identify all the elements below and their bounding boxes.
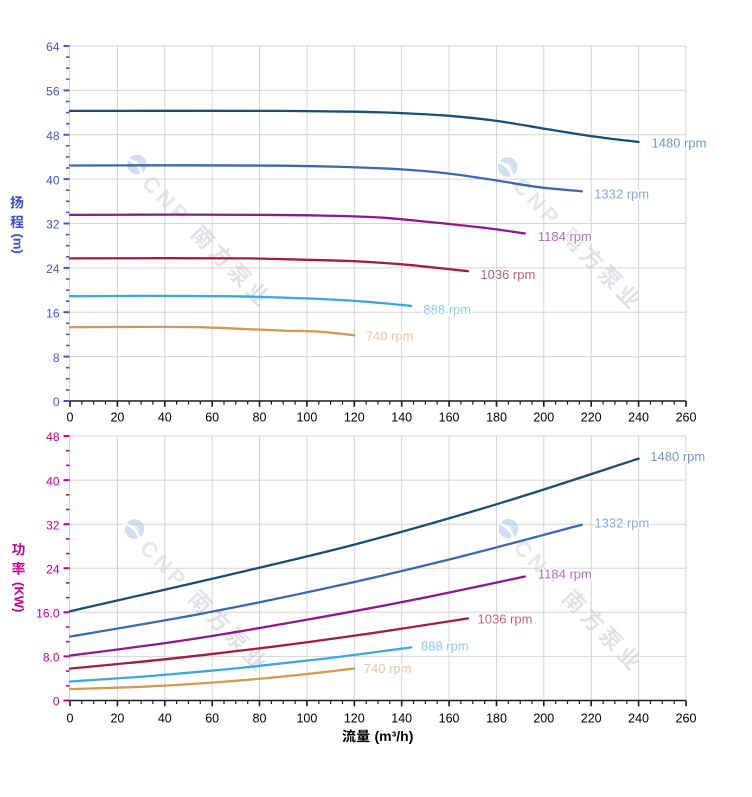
svg-text:1184 rpm: 1184 rpm [538, 229, 592, 244]
svg-text:16.0: 16.0 [36, 607, 60, 621]
svg-text:80: 80 [253, 711, 267, 725]
svg-text:48: 48 [46, 129, 60, 143]
svg-text:1184 rpm: 1184 rpm [538, 566, 592, 581]
svg-text:100: 100 [296, 711, 317, 725]
svg-text:260: 260 [676, 711, 697, 725]
svg-text:220: 220 [581, 711, 602, 725]
svg-text:180: 180 [486, 711, 507, 725]
svg-text:240: 240 [628, 711, 649, 725]
svg-text:(m): (m) [11, 234, 26, 254]
svg-text:1332 rpm: 1332 rpm [594, 186, 649, 201]
svg-text:60: 60 [205, 410, 219, 424]
svg-text:1332 rpm: 1332 rpm [594, 515, 649, 530]
svg-text:888 rpm: 888 rpm [421, 638, 469, 653]
svg-text:220: 220 [581, 410, 602, 424]
svg-text:1480 rpm: 1480 rpm [650, 449, 705, 464]
svg-text:260: 260 [676, 410, 697, 424]
svg-text:740 rpm: 740 rpm [364, 661, 412, 676]
svg-text:0: 0 [53, 695, 60, 709]
svg-text:1036 rpm: 1036 rpm [480, 267, 535, 282]
svg-text:24: 24 [46, 563, 60, 577]
svg-text:180: 180 [486, 410, 507, 424]
svg-text:160: 160 [439, 711, 460, 725]
svg-text:(KW): (KW) [12, 582, 27, 612]
svg-text:40: 40 [158, 410, 172, 424]
svg-text:20: 20 [110, 410, 124, 424]
svg-text:1036 rpm: 1036 rpm [478, 611, 533, 626]
svg-text:40: 40 [158, 711, 172, 725]
svg-text:200: 200 [533, 410, 554, 424]
svg-text:48: 48 [46, 430, 60, 444]
svg-text:120: 120 [344, 711, 365, 725]
svg-text:32: 32 [46, 518, 60, 532]
svg-text:200: 200 [533, 711, 554, 725]
svg-text:140: 140 [391, 410, 412, 424]
svg-text:888 rpm: 888 rpm [423, 302, 471, 317]
svg-text:160: 160 [439, 410, 460, 424]
svg-text:32: 32 [46, 218, 60, 232]
svg-text:64: 64 [46, 40, 60, 54]
svg-text:8: 8 [53, 351, 60, 365]
svg-text:1480 rpm: 1480 rpm [652, 136, 707, 151]
svg-text:40: 40 [46, 173, 60, 187]
svg-text:80: 80 [253, 410, 267, 424]
svg-text:0: 0 [67, 711, 74, 725]
svg-text:20: 20 [110, 711, 124, 725]
svg-text:740 rpm: 740 rpm [366, 329, 414, 344]
svg-text:0: 0 [67, 410, 74, 424]
svg-text:8.0: 8.0 [43, 651, 60, 665]
svg-text:240: 240 [628, 410, 649, 424]
svg-text:120: 120 [344, 410, 365, 424]
svg-text:40: 40 [46, 474, 60, 488]
svg-text:24: 24 [46, 262, 60, 276]
svg-text:100: 100 [296, 410, 317, 424]
svg-text:60: 60 [205, 711, 219, 725]
svg-text:140: 140 [391, 711, 412, 725]
svg-text:0: 0 [53, 395, 60, 409]
svg-text:(m³/h): (m³/h) [375, 728, 414, 744]
svg-text:56: 56 [46, 85, 60, 99]
svg-text:16: 16 [46, 306, 60, 320]
